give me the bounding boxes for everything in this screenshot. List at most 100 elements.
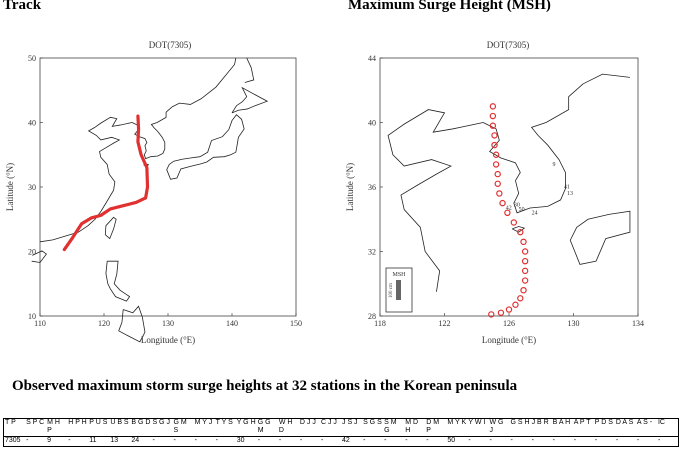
msh-legend-label: MSH	[392, 272, 406, 278]
station-value-cell: -	[151, 436, 173, 446]
station-value-cell: -	[635, 436, 657, 446]
station-header-cell: A P T	[573, 419, 591, 426]
track-circle	[505, 306, 513, 313]
msh-x-tick-label: 126	[503, 319, 515, 328]
station-header-cell: G S H	[510, 419, 530, 426]
table-heading: Observed maximum storm surge heights at …	[12, 378, 518, 394]
station-header-cell: P U S	[89, 419, 108, 426]
station-label: 13	[567, 191, 573, 197]
station-header-cell: B A H	[552, 419, 571, 426]
coastline	[244, 57, 255, 83]
coastline	[569, 210, 631, 265]
station-header-cell: S G S	[363, 419, 382, 426]
station-value-cell: -	[425, 436, 447, 446]
msh-legend-scale: 100 cm	[389, 283, 394, 298]
station-header-cell: W G J	[489, 419, 504, 434]
station-value-cell: -	[67, 436, 89, 446]
station-label: 50	[519, 207, 525, 213]
track-circle	[521, 257, 529, 265]
station-header-cell: J B R	[531, 419, 549, 426]
station-header-cell: Y W I	[468, 419, 486, 426]
station-header-cell: G G M	[257, 419, 271, 434]
track-circle	[517, 295, 524, 302]
track-circle	[488, 311, 495, 318]
station-value-cell: -	[298, 436, 320, 446]
msh-map-coastline	[387, 73, 631, 292]
track-circle	[489, 103, 497, 110]
track-map-frame	[39, 57, 297, 317]
station-header-cell: J S J	[342, 419, 358, 426]
station-header-cell: P D S	[594, 419, 613, 426]
station-header-cell: S G J	[152, 419, 170, 426]
coastline	[387, 109, 484, 292]
station-header-cell: U B S	[110, 419, 129, 426]
track-circle	[512, 301, 519, 308]
msh-y-tick-label: 32	[368, 248, 376, 257]
coastline	[39, 116, 133, 243]
track-map-xlabel: Longitude (°E)	[141, 335, 195, 345]
station-value-cell: -	[404, 436, 426, 446]
track-circle	[517, 228, 524, 236]
station-label: 41	[564, 185, 570, 191]
track-circle	[494, 180, 501, 187]
station-value-cell: -	[509, 436, 531, 446]
station-header-cell: H P H	[68, 419, 87, 426]
msh-legend: MSH 100 cm	[385, 267, 413, 313]
msh-x-tick-label: 134	[632, 319, 644, 328]
coastline	[483, 83, 584, 214]
track-circle	[499, 199, 506, 207]
station-header-cell: T P	[5, 419, 16, 426]
track-circle	[491, 141, 498, 149]
track-map-panel: DOT(7305) 110 120 130 140 150 10 20 30 40 50 Long…	[0, 36, 330, 356]
msh-x-tick-label: 130	[568, 319, 580, 328]
msh-x-tick-label: 118	[374, 319, 386, 328]
station-value-cell: 9	[46, 436, 68, 446]
station-value-cell: 24	[130, 436, 152, 446]
msh-map-xlabel: Longitude (°E)	[482, 335, 536, 345]
station-header-cell: M D H	[405, 419, 419, 434]
track-circle	[521, 267, 529, 275]
track-circle	[491, 132, 498, 139]
track-y-tick-label: 30	[28, 183, 36, 192]
msh-map-ylabel: Latitude (°N)	[345, 163, 355, 211]
track-circle	[521, 277, 529, 284]
station-label: 24	[532, 210, 538, 216]
coastline	[166, 114, 245, 180]
station-value-cell: -	[572, 436, 594, 446]
track-x-tick-label: 140	[226, 319, 238, 328]
track-map-ticks: 110 120 130 140 150 10 20 30 40 50	[28, 54, 302, 328]
track-circle	[489, 112, 497, 120]
stations-values-row: 7305-9-11 13 24- - - -30- - - -42- - - -50- - - - - - - - -…	[4, 436, 678, 446]
track-circle	[521, 248, 529, 255]
station-value-cell: -	[214, 436, 236, 446]
station-header-cell: Y G H	[236, 419, 256, 426]
station-value-cell: -	[25, 436, 47, 446]
track-circle	[520, 238, 527, 246]
track-circle	[497, 309, 505, 316]
station-value-cell: -	[256, 436, 278, 446]
track-circle	[492, 151, 500, 158]
track-circle	[510, 219, 518, 226]
station-header-cell: M H P	[47, 419, 60, 434]
track-y-tick-label: 50	[28, 54, 36, 63]
station-header-cell: S P C	[26, 419, 45, 426]
station-value-cell: -	[488, 436, 510, 446]
track-map-coastline	[31, 57, 269, 343]
station-label: 42	[506, 206, 512, 212]
station-value-cell: 50	[446, 436, 468, 446]
station-value-cell: -	[277, 436, 299, 446]
track-circle	[492, 161, 500, 168]
station-label: 9	[553, 162, 556, 168]
coastline	[171, 57, 237, 108]
station-header-cell: D M P	[426, 419, 440, 434]
msh-map-frame	[379, 57, 639, 317]
msh-x-tick-label: 122	[439, 319, 451, 328]
coastline	[105, 260, 131, 302]
station-value-cell: -	[656, 436, 678, 446]
msh-y-tick-label: 36	[368, 183, 376, 192]
msh-y-tick-label: 44	[368, 54, 376, 63]
